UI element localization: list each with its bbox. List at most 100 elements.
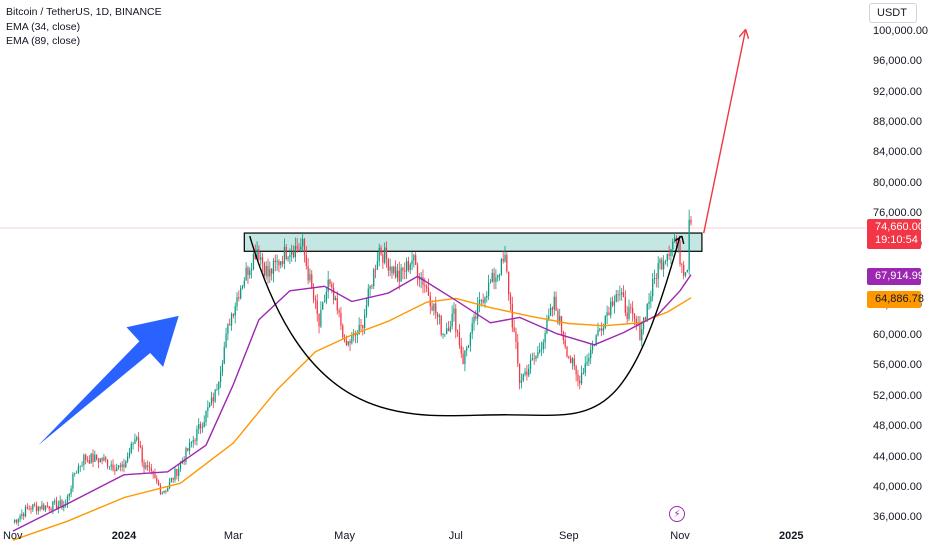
- candle-body: [362, 325, 364, 329]
- candle-body: [522, 374, 524, 381]
- candle-body: [389, 266, 391, 271]
- candle-body: [147, 465, 149, 467]
- candle-body: [555, 296, 557, 311]
- price-tick-label: 84,000.00: [873, 146, 922, 159]
- candle-body: [690, 219, 692, 224]
- candle-body: [657, 263, 659, 279]
- time-tick-label: Nov: [2, 530, 23, 542]
- candle-body: [188, 442, 191, 451]
- lightning-icon[interactable]: ⚡: [669, 506, 685, 522]
- candle-body: [154, 474, 156, 478]
- candle-body: [274, 260, 276, 263]
- candle-body: [334, 298, 337, 301]
- candle-body: [635, 318, 637, 325]
- candle-body: [136, 437, 138, 440]
- candle-body: [114, 469, 116, 472]
- candle-body: [681, 264, 683, 265]
- candle-body: [599, 328, 601, 331]
- candle-body: [396, 270, 399, 278]
- candle-body: [117, 465, 120, 468]
- candle-body: [90, 453, 92, 464]
- legend-ema34[interactable]: EMA (34, close): [6, 20, 81, 33]
- candle-body: [435, 303, 437, 314]
- candle-body: [179, 463, 182, 469]
- candle-body: [683, 264, 685, 276]
- candlestick-series: [13, 209, 692, 527]
- candle-body: [219, 372, 222, 383]
- candle-body: [382, 254, 384, 263]
- candle-body: [312, 287, 315, 300]
- candle-body: [553, 296, 555, 310]
- candle-body: [504, 255, 506, 262]
- candle-body: [586, 361, 588, 364]
- candle-body: [281, 261, 284, 264]
- candle-body: [595, 335, 597, 346]
- candle-body: [624, 297, 626, 313]
- currency-button[interactable]: USDT: [869, 3, 917, 23]
- candle-body: [564, 340, 566, 347]
- cup-curve-drawing[interactable]: [249, 235, 681, 417]
- candle-body: [617, 294, 619, 296]
- candle-body: [405, 261, 408, 272]
- candle-body: [157, 481, 160, 486]
- candle-body: [329, 279, 331, 285]
- candle-body: [385, 247, 388, 259]
- candle-body: [573, 358, 575, 367]
- candle-body: [332, 287, 335, 301]
- candle-body: [305, 254, 307, 266]
- candle-body: [666, 254, 668, 261]
- candle-body: [30, 508, 32, 510]
- legend-ema89[interactable]: EMA (89, close): [6, 35, 81, 47]
- candle-body: [447, 328, 450, 332]
- candle-body: [254, 253, 256, 260]
- candle-body: [52, 501, 54, 511]
- time-tick-label: 2024: [111, 530, 137, 542]
- time-tick-label: 2025: [779, 530, 804, 542]
- candle-body: [77, 466, 80, 473]
- candle-body: [316, 300, 318, 314]
- cup-path: [249, 235, 681, 417]
- candle-body: [283, 246, 286, 264]
- red-projection-arrow: [703, 29, 747, 234]
- candle-body: [276, 261, 278, 263]
- candle-body: [61, 500, 63, 508]
- candle-body: [23, 513, 25, 517]
- candle-body: [311, 274, 313, 288]
- legend-title[interactable]: Bitcoin / TetherUS, 1D, BINANCE: [6, 6, 162, 18]
- candle-body: [559, 316, 561, 324]
- candle-body: [88, 460, 90, 464]
- candle-body: [28, 508, 30, 510]
- candle-body: [608, 312, 610, 316]
- candle-body: [185, 448, 187, 462]
- time-tick-label: May: [334, 530, 355, 542]
- candle-body: [528, 368, 530, 376]
- candle-body: [365, 305, 368, 315]
- candle-body: [650, 296, 652, 302]
- candle-body: [449, 326, 451, 332]
- candle-body: [46, 505, 49, 507]
- chart-legend: Bitcoin / TetherUS, 1D, BINANCE EMA (34,…: [6, 5, 162, 49]
- candle-body: [44, 505, 47, 510]
- candle-body: [85, 454, 87, 460]
- candle-body: [535, 356, 537, 359]
- candle-body: [644, 317, 647, 320]
- arrow-drawings[interactable]: [38, 28, 750, 446]
- candle-body: [75, 472, 78, 474]
- candle-body: [582, 372, 585, 374]
- candle-body: [338, 310, 340, 313]
- price-tick-label: 60,000.00: [873, 328, 922, 341]
- candle-body: [351, 335, 353, 344]
- candle-body: [402, 267, 404, 271]
- zone-rect: [243, 232, 703, 252]
- candle-body: [216, 389, 218, 391]
- candle-body: [199, 424, 202, 429]
- candle-body: [591, 344, 594, 350]
- resistance-zone[interactable]: [243, 232, 703, 252]
- candle-body: [477, 304, 479, 319]
- price-tick-label: 100,000.00: [873, 24, 929, 37]
- candle-body: [225, 333, 227, 348]
- candle-body: [187, 448, 189, 451]
- candle-body: [291, 252, 293, 255]
- ema-89-path: [12, 297, 692, 541]
